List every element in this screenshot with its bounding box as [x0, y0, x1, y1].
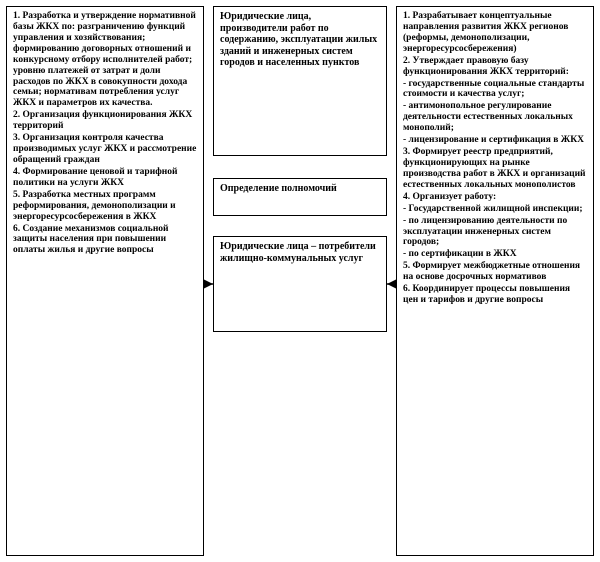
right-item: 2. Утверждает правовую базу функциониров… — [403, 56, 587, 78]
middle-box-producers: Юридические лица, производители работ по… — [213, 6, 387, 156]
middle-box-consumers: Юридические лица – потребители жилищно-к… — [213, 236, 387, 332]
left-column-box: 1. Разработка и утверждение нормативной … — [6, 6, 204, 556]
middle-top-text: Юридические лица, производители работ по… — [220, 11, 377, 68]
left-item: 5. Разработка местных программ реформиро… — [13, 190, 197, 223]
right-item: - Государственной жилищной инспекции; — [403, 204, 587, 215]
right-item: 5. Формирует межбюджетные отношения на о… — [403, 261, 587, 283]
left-item: 4. Формирование ценовой и тарифной полит… — [13, 167, 197, 189]
middle-bot-text: Юридические лица – потребители жилищно-к… — [220, 241, 376, 264]
middle-mid-text: Определение полномочий — [220, 183, 337, 194]
right-item: - государственные социальные стандарты с… — [403, 79, 587, 101]
left-item: 3. Организация контроля качества произво… — [13, 133, 197, 166]
right-item: 6. Координирует процессы повышения цен и… — [403, 284, 587, 306]
right-item: - лицензирование и сертификация в ЖКХ — [403, 135, 587, 146]
right-item: - по лицензированию деятельности по эксп… — [403, 216, 587, 249]
right-item: - антимонопольное регулирование деятельн… — [403, 101, 587, 134]
left-item: 2. Организация функционирования ЖКХ терр… — [13, 110, 197, 132]
left-item: 1. Разработка и утверждение нормативной … — [13, 11, 197, 109]
right-item: 3. Формирует реестр предприятий, функцио… — [403, 147, 587, 191]
right-column-box: 1. Разрабатывает концептуальные направле… — [396, 6, 594, 556]
left-item: 6. Создание механизмов социальной защиты… — [13, 224, 197, 257]
right-item: - по сертификации в ЖКХ — [403, 249, 587, 260]
right-item: 1. Разрабатывает концептуальные направле… — [403, 11, 587, 55]
middle-box-powers: Определение полномочий — [213, 178, 387, 216]
right-item: 4. Организует работу: — [403, 192, 587, 203]
